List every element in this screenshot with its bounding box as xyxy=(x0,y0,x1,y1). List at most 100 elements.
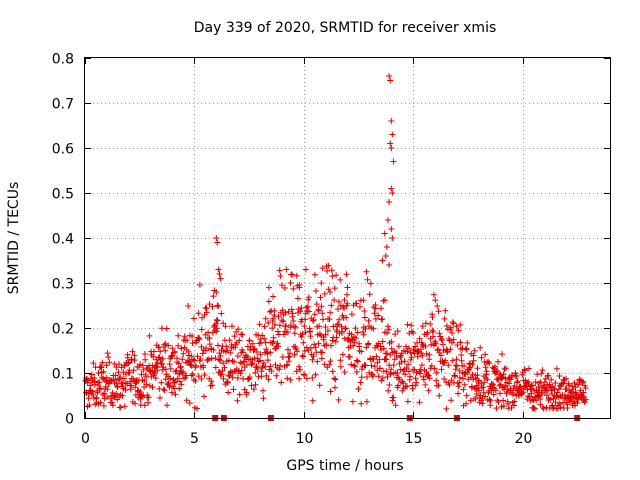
data-point xyxy=(305,294,312,301)
data-point xyxy=(422,343,429,350)
data-point xyxy=(304,303,311,310)
data-point xyxy=(199,314,205,321)
data-point xyxy=(435,308,442,315)
data-point xyxy=(438,335,445,342)
data-point xyxy=(353,368,360,375)
data-point xyxy=(276,267,283,274)
data-point xyxy=(432,297,439,304)
data-point xyxy=(564,405,571,411)
data-point xyxy=(419,323,426,330)
data-point xyxy=(300,353,307,360)
data-point xyxy=(348,311,355,318)
data-point xyxy=(374,359,381,366)
data-point xyxy=(412,375,419,382)
data-point xyxy=(113,390,120,397)
data-point xyxy=(433,369,440,376)
data-point xyxy=(435,346,442,353)
data-point xyxy=(514,379,521,386)
data-point xyxy=(195,373,202,380)
data-point xyxy=(245,375,252,382)
data-point xyxy=(96,379,103,386)
data-point xyxy=(535,383,542,390)
data-point xyxy=(540,405,547,412)
data-point xyxy=(264,350,271,357)
data-point xyxy=(383,244,390,250)
data-point xyxy=(276,322,283,329)
data-point xyxy=(100,402,107,409)
data-point xyxy=(412,382,419,389)
data-point xyxy=(355,358,361,365)
data-point xyxy=(351,362,358,369)
data-point xyxy=(372,305,379,312)
data-point xyxy=(199,350,206,357)
data-point xyxy=(440,347,447,354)
data-point xyxy=(206,301,213,308)
data-point xyxy=(146,332,153,339)
data-point xyxy=(557,404,564,411)
data-point xyxy=(250,386,257,393)
data-point xyxy=(470,352,477,359)
data-point xyxy=(461,363,468,369)
data-point xyxy=(392,331,399,338)
data-point xyxy=(166,384,173,391)
data-point xyxy=(582,385,589,391)
data-point xyxy=(353,300,360,307)
data-point xyxy=(130,367,137,374)
data-point xyxy=(360,329,366,335)
data-point xyxy=(448,397,455,404)
data-point xyxy=(248,382,255,389)
data-point xyxy=(548,376,555,383)
data-point xyxy=(219,367,226,374)
data-point xyxy=(161,341,168,348)
data-point xyxy=(312,371,319,378)
data-point xyxy=(362,325,369,332)
data-point xyxy=(436,392,443,399)
data-point xyxy=(455,327,462,334)
data-point xyxy=(279,354,286,360)
data-point xyxy=(474,365,481,372)
data-point xyxy=(287,280,294,286)
data-point xyxy=(159,360,166,367)
data-point xyxy=(97,385,104,392)
data-point xyxy=(167,375,174,382)
data-point xyxy=(313,301,320,308)
data-point xyxy=(494,367,501,374)
data-point xyxy=(339,328,346,335)
data-point xyxy=(312,344,319,351)
data-point xyxy=(379,257,386,264)
data-point xyxy=(477,392,484,399)
data-point xyxy=(186,400,193,407)
data-point xyxy=(88,371,95,378)
data-point xyxy=(425,387,432,394)
data-point xyxy=(269,340,276,346)
data-point xyxy=(442,307,449,314)
data-point xyxy=(284,329,291,335)
data-point xyxy=(270,338,277,345)
data-point xyxy=(385,326,392,333)
data-point xyxy=(382,253,389,259)
data-point xyxy=(328,302,335,309)
y-axis-label: SRMTID / TECUs xyxy=(6,182,22,295)
data-point xyxy=(186,358,193,365)
data-point xyxy=(371,363,378,370)
data-point xyxy=(164,402,170,409)
data-point xyxy=(194,353,201,360)
data-point xyxy=(414,353,421,360)
data-point xyxy=(419,352,426,359)
data-point xyxy=(275,343,282,350)
data-point xyxy=(335,306,341,312)
data-point xyxy=(316,382,323,389)
data-point xyxy=(240,375,247,382)
data-point xyxy=(483,368,490,375)
data-point xyxy=(300,339,307,346)
data-point xyxy=(315,340,322,347)
data-point xyxy=(291,330,298,337)
data-point xyxy=(212,355,219,361)
data-point xyxy=(329,273,336,280)
data-point xyxy=(215,303,222,310)
data-point xyxy=(157,394,163,401)
data-point xyxy=(383,356,390,363)
data-point xyxy=(329,337,336,344)
data-point xyxy=(416,335,423,342)
data-point xyxy=(210,346,217,353)
